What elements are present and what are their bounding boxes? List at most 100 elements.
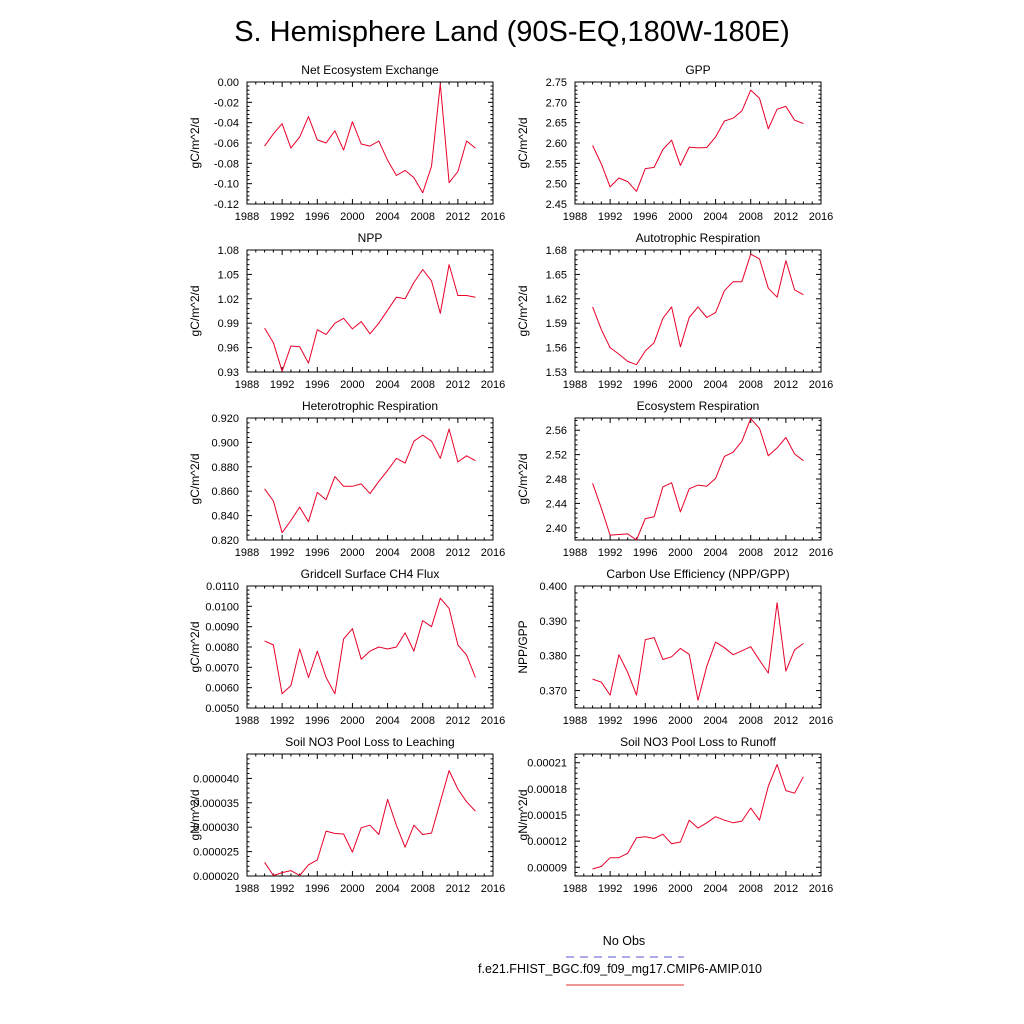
- y-tick-label: 0.0080: [205, 642, 239, 654]
- x-tick-label: 1992: [598, 883, 622, 895]
- x-tick-label: 1988: [235, 715, 259, 727]
- x-tick-label: 1996: [305, 715, 329, 727]
- y-axis-label: gC/m^2/d: [188, 622, 202, 673]
- y-tick-label: 2.70: [546, 97, 567, 109]
- panel-title: Carbon Use Efficiency (NPP/GPP): [606, 567, 789, 581]
- y-tick-label: 0.000030: [193, 822, 239, 834]
- x-tick-label: 2016: [809, 547, 833, 559]
- y-tick-label: 1.05: [218, 269, 239, 281]
- x-tick-label: 1992: [270, 379, 294, 391]
- x-tick-label: 2004: [375, 211, 399, 223]
- x-tick-label: 2004: [375, 715, 399, 727]
- x-tick-label: 2000: [668, 379, 692, 391]
- x-tick-label: 2000: [340, 547, 364, 559]
- y-tick-label: 2.75: [546, 77, 567, 89]
- y-tick-label: 1.65: [546, 269, 567, 281]
- x-tick-label: 2008: [410, 547, 434, 559]
- y-axis-label: NPP/GPP: [516, 620, 530, 673]
- series-line-npp: [264, 264, 476, 372]
- y-tick-label: 1.02: [218, 294, 239, 306]
- x-tick-label: 1992: [598, 715, 622, 727]
- x-tick-label: 2008: [738, 211, 762, 223]
- y-tick-label: 0.0090: [205, 622, 239, 634]
- x-tick-label: 1992: [598, 547, 622, 559]
- x-tick-label: 2016: [481, 211, 505, 223]
- y-tick-label: 2.48: [546, 474, 567, 486]
- y-tick-label: 0.000025: [193, 847, 239, 859]
- panel-title: Net Ecosystem Exchange: [301, 63, 439, 77]
- legend: No Obs f.e21.FHIST_BGC.f09_f09_mg17.CMIP…: [478, 934, 762, 986]
- x-tick-label: 2004: [703, 715, 727, 727]
- x-tick-label: 2012: [446, 547, 470, 559]
- y-axis-label: gN/m^2/d: [516, 790, 530, 841]
- y-tick-label: 0.000040: [193, 773, 239, 785]
- y-tick-label: 0.000020: [193, 871, 239, 883]
- x-tick-label: 1996: [633, 379, 657, 391]
- y-tick-label: 0.93: [218, 367, 239, 379]
- x-tick-label: 2000: [340, 379, 364, 391]
- chart-autotrophic-respiration: Autotrophic Respiration gC/m^2/d 1988 1992 1…: [516, 231, 833, 391]
- y-tick-label: 0.0070: [205, 662, 239, 674]
- x-tick-label: 1988: [235, 547, 259, 559]
- y-tick-label: 0.00012: [527, 836, 567, 848]
- y-tick-label: 0.0110: [206, 581, 239, 593]
- x-tick-label: 2012: [774, 883, 798, 895]
- y-tick-label: 0.880: [211, 462, 239, 474]
- chart-net-ecosystem-exchange: Net Ecosystem Exchange gC/m^2/d 1988 1992 19…: [188, 63, 505, 223]
- y-tick-label: 0.840: [211, 511, 239, 523]
- y-tick-label: -0.08: [214, 158, 239, 170]
- x-tick-label: 1988: [563, 883, 587, 895]
- y-tick-label: 0.390: [539, 616, 567, 628]
- x-tick-label: 2008: [738, 547, 762, 559]
- chart-soil-no3-pool-loss-to-leaching: Soil NO3 Pool Loss to Leaching gN/m^2/d 19…: [188, 735, 505, 895]
- x-tick-label: 2016: [809, 883, 833, 895]
- series-line-gpp: [592, 89, 804, 192]
- y-tick-label: -0.02: [214, 97, 239, 109]
- x-tick-label: 1992: [270, 211, 294, 223]
- x-tick-label: 2004: [375, 547, 399, 559]
- x-tick-label: 2008: [738, 715, 762, 727]
- y-tick-label: 2.60: [546, 138, 567, 150]
- x-tick-label: 1996: [305, 547, 329, 559]
- figure-title: S. Hemisphere Land (90S-EQ,180W-180E): [234, 16, 790, 48]
- x-tick-label: 2016: [809, 715, 833, 727]
- chart-soil-no3-pool-loss-to-runoff: Soil NO3 Pool Loss to Runoff gN/m^2/d 1988…: [516, 735, 833, 895]
- y-axis-label: gC/m^2/d: [188, 118, 202, 169]
- y-tick-label: 0.370: [539, 686, 567, 698]
- y-tick-label: 0.920: [211, 413, 239, 425]
- panel-title: Ecosystem Respiration: [637, 399, 760, 413]
- x-tick-label: 1996: [633, 547, 657, 559]
- panel-title: Heterotrophic Respiration: [302, 399, 438, 413]
- y-tick-label: 0.00009: [527, 862, 567, 874]
- x-tick-label: 1992: [598, 211, 622, 223]
- y-tick-label: 2.44: [546, 498, 567, 510]
- y-tick-label: 0.00021: [527, 758, 567, 770]
- x-tick-label: 2012: [446, 211, 470, 223]
- x-tick-label: 2016: [809, 379, 833, 391]
- chart-heterotrophic-respiration: Heterotrophic Respiration gC/m^2/d 1988 199…: [188, 399, 505, 559]
- x-tick-label: 1988: [235, 211, 259, 223]
- y-tick-label: 2.45: [546, 199, 567, 211]
- y-tick-label: 0.0060: [205, 683, 239, 695]
- y-tick-label: 0.380: [539, 651, 567, 663]
- y-tick-label: 1.08: [218, 245, 239, 257]
- y-tick-label: 0.00015: [527, 810, 567, 822]
- x-tick-label: 2012: [446, 379, 470, 391]
- y-axis-label: gC/m^2/d: [516, 118, 530, 169]
- chart-ecosystem-respiration: Ecosystem Respiration gC/m^2/d 1988 1992 199…: [516, 399, 833, 559]
- y-tick-label: 2.40: [546, 523, 567, 535]
- x-tick-label: 2000: [668, 715, 692, 727]
- y-tick-label: 0.00: [218, 77, 239, 89]
- y-axis-label: gC/m^2/d: [516, 286, 530, 337]
- x-tick-label: 2016: [481, 379, 505, 391]
- y-axis-label: gN/m^2/d: [188, 790, 202, 841]
- x-tick-label: 1992: [270, 883, 294, 895]
- panel-title: Soil NO3 Pool Loss to Leaching: [285, 735, 454, 749]
- x-tick-label: 2000: [340, 715, 364, 727]
- x-tick-label: 1992: [270, 715, 294, 727]
- series-line-net-ecosystem-exchange: [264, 83, 476, 194]
- x-tick-label: 2004: [703, 883, 727, 895]
- series-line-gridcell-surface-ch4-flux: [264, 597, 476, 695]
